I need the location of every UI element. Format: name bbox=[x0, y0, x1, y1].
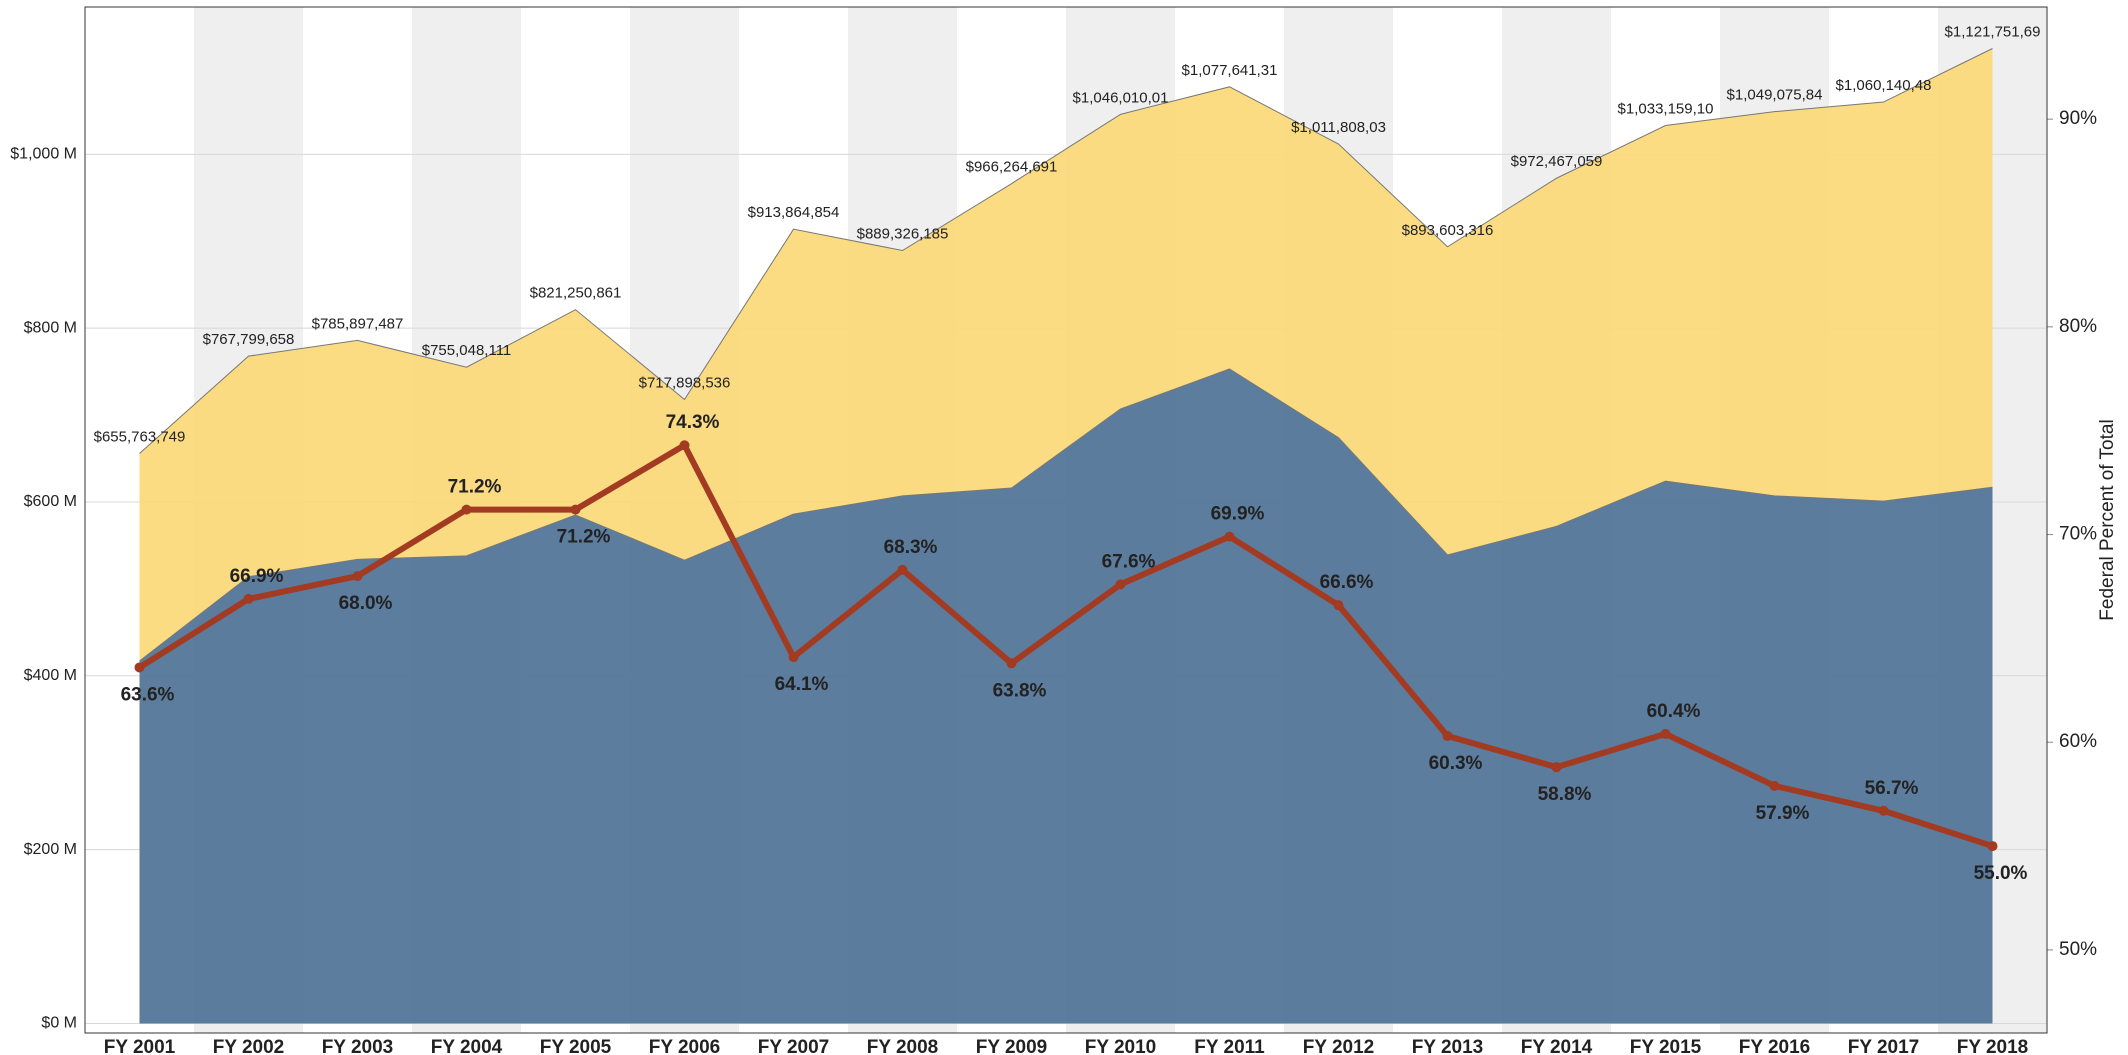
value-label: $913,864,854 bbox=[748, 204, 840, 221]
y-tick-label: $800 M bbox=[24, 319, 77, 336]
value-label: $767,799,658 bbox=[203, 331, 295, 348]
area bbox=[139, 368, 1993, 1024]
plot-frame bbox=[84, 6, 2048, 1034]
x-tick-label: FY 2004 bbox=[431, 1037, 503, 1055]
x-tick-label: FY 2003 bbox=[322, 1037, 393, 1055]
value-label: $821,250,861 bbox=[530, 285, 622, 302]
point bbox=[570, 504, 581, 515]
point bbox=[1006, 658, 1017, 669]
value-label: $966,264,691 bbox=[966, 159, 1058, 176]
value-label: 71.2% bbox=[557, 527, 611, 548]
value-label: $1,049,075,84 bbox=[1727, 87, 1823, 104]
x-tick-label: FY 2008 bbox=[867, 1037, 938, 1055]
area-edge bbox=[139, 48, 1993, 454]
value-label: $1,077,641,31 bbox=[1182, 62, 1278, 79]
point bbox=[897, 564, 908, 575]
y-tick-label: $600 M bbox=[24, 493, 77, 510]
x-tick-label: FY 2015 bbox=[1630, 1037, 1702, 1055]
value-label: 63.8% bbox=[993, 680, 1047, 701]
x-tick-label: FY 2013 bbox=[1412, 1037, 1483, 1055]
value-label: 60.3% bbox=[1429, 753, 1483, 774]
value-label: 68.3% bbox=[884, 537, 938, 558]
point bbox=[1333, 600, 1344, 611]
value-label: $1,011,808,03 bbox=[1291, 119, 1386, 136]
value-label: 66.9% bbox=[230, 566, 284, 587]
y-tick-label: $400 M bbox=[24, 667, 77, 684]
point bbox=[1769, 780, 1780, 791]
x-tick-label: FY 2011 bbox=[1194, 1037, 1265, 1055]
point bbox=[1115, 579, 1126, 590]
value-label: $893,603,316 bbox=[1402, 222, 1494, 239]
value-label: $755,048,111 bbox=[422, 342, 512, 359]
y2-tick-label: 90% bbox=[2059, 108, 2097, 129]
y2-tick-label: 50% bbox=[2059, 939, 2097, 960]
value-label: 74.3% bbox=[666, 412, 720, 433]
x-tick-label: FY 2018 bbox=[1957, 1037, 2028, 1055]
point bbox=[788, 652, 799, 663]
value-label: $889,326,185 bbox=[857, 225, 949, 242]
x-tick-label: FY 2009 bbox=[976, 1037, 1047, 1055]
point bbox=[679, 440, 690, 451]
point bbox=[243, 593, 254, 604]
value-label: 56.7% bbox=[1865, 778, 1919, 799]
value-label: $717,898,536 bbox=[639, 374, 731, 391]
x-tick-label: FY 2002 bbox=[213, 1037, 284, 1055]
y2-tick-label: 70% bbox=[2059, 524, 2097, 545]
point bbox=[352, 571, 363, 582]
y-tick-label: $0 M bbox=[41, 1015, 77, 1032]
area-edge bbox=[139, 368, 1993, 662]
value-label: 64.1% bbox=[775, 674, 829, 695]
value-label: 57.9% bbox=[1756, 803, 1810, 824]
value-label: 60.4% bbox=[1647, 701, 1701, 722]
value-label: 66.6% bbox=[1320, 572, 1374, 593]
value-label: $1,060,140,48 bbox=[1836, 77, 1932, 94]
y-tick-label: $1,000 M bbox=[10, 146, 77, 163]
value-label: 63.6% bbox=[121, 684, 175, 705]
point bbox=[1224, 531, 1235, 542]
y2-tick-label: 60% bbox=[2059, 731, 2097, 752]
value-label: $1,033,159,10 bbox=[1618, 100, 1714, 117]
value-label: 58.8% bbox=[1538, 784, 1592, 805]
value-label: $1,046,010,01 bbox=[1073, 89, 1169, 106]
value-label: 68.0% bbox=[339, 593, 393, 614]
x-tick-label: FY 2014 bbox=[1521, 1037, 1593, 1055]
point bbox=[461, 504, 472, 515]
point bbox=[1987, 841, 1998, 852]
value-label: 67.6% bbox=[1102, 551, 1156, 572]
value-label: 55.0% bbox=[1974, 863, 2028, 884]
value-label: $972,467,059 bbox=[1511, 153, 1603, 170]
y2-axis-title: Federal Percent of Total bbox=[2097, 419, 2118, 620]
x-tick-label: FY 2016 bbox=[1739, 1037, 1810, 1055]
value-label: $1,121,751,69 bbox=[1945, 23, 2041, 40]
x-tick-label: FY 2005 bbox=[540, 1037, 612, 1055]
value-label: $785,897,487 bbox=[312, 315, 404, 332]
x-tick-label: FY 2006 bbox=[649, 1037, 720, 1055]
point bbox=[134, 662, 145, 673]
point bbox=[1551, 762, 1562, 773]
value-label: 69.9% bbox=[1211, 504, 1265, 525]
line bbox=[137, 442, 1994, 849]
y-tick-label: $200 M bbox=[24, 841, 77, 858]
value-label: 71.2% bbox=[448, 477, 502, 498]
point bbox=[1442, 731, 1453, 741]
x-tick-label: FY 2012 bbox=[1303, 1037, 1374, 1055]
x-tick-label: FY 2010 bbox=[1085, 1037, 1156, 1055]
point bbox=[1660, 728, 1671, 739]
y2-tick-label: 80% bbox=[2059, 316, 2097, 337]
point bbox=[1878, 805, 1889, 816]
x-tick-label: FY 2017 bbox=[1848, 1037, 1919, 1055]
x-tick-label: FY 2007 bbox=[758, 1037, 829, 1055]
x-tick-label: FY 2001 bbox=[104, 1037, 176, 1055]
value-label: $655,763,749 bbox=[94, 428, 186, 445]
